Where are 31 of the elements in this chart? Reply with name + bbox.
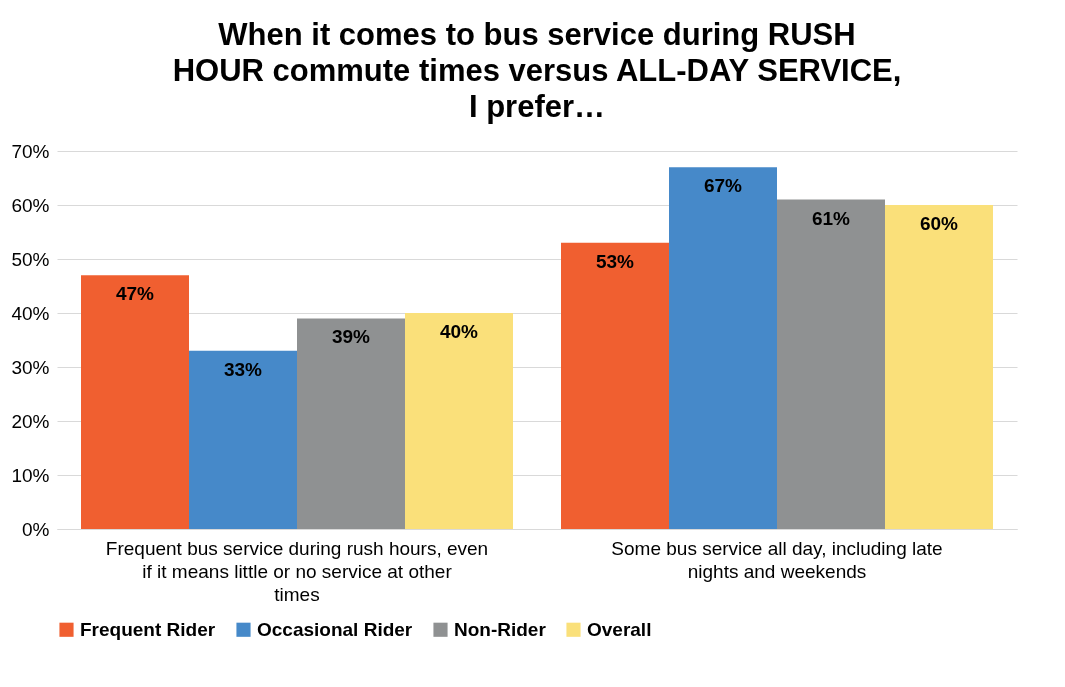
y-tick-label: 60% — [11, 194, 50, 216]
bar — [885, 205, 993, 529]
data-label: 40% — [439, 321, 479, 342]
chart-title: When it comes to bus service during RUSH HOUR commute times versus ALL-DAY SERVICE, I prefer… — [172, 17, 902, 124]
data-label: 33% — [223, 358, 263, 380]
bar — [777, 199, 885, 529]
data-label: 47% — [115, 283, 155, 305]
y-tick-label: 30% — [11, 356, 50, 378]
bar — [405, 313, 513, 529]
bar — [81, 275, 189, 529]
bar — [189, 350, 297, 529]
y-tick-label: 20% — [11, 410, 50, 432]
legend-label: Overall — [587, 618, 652, 640]
legend-label: Frequent Rider — [80, 618, 216, 640]
legend-label: Non-Rider — [454, 618, 547, 640]
data-label: 53% — [595, 250, 635, 272]
y-tick-label: 0% — [22, 518, 50, 540]
y-tick-label: 40% — [11, 302, 50, 324]
y-tick-label: 70% — [11, 140, 50, 162]
bar — [297, 318, 405, 529]
bar — [669, 167, 777, 529]
legend-label: Occasional Rider — [257, 618, 413, 640]
data-label: 60% — [919, 213, 959, 234]
bar — [561, 242, 669, 529]
y-tick-label: 10% — [11, 464, 50, 486]
x-tick-label: Some bus service all day, including late nights and weekends — [611, 537, 943, 582]
data-label: 39% — [331, 326, 371, 348]
y-tick-label: 50% — [11, 248, 50, 270]
data-label: 61% — [811, 207, 851, 229]
data-label: 67% — [703, 175, 743, 197]
x-tick-label: Frequent bus service during rush hours, even if it means little or no service at other times — [105, 537, 489, 605]
